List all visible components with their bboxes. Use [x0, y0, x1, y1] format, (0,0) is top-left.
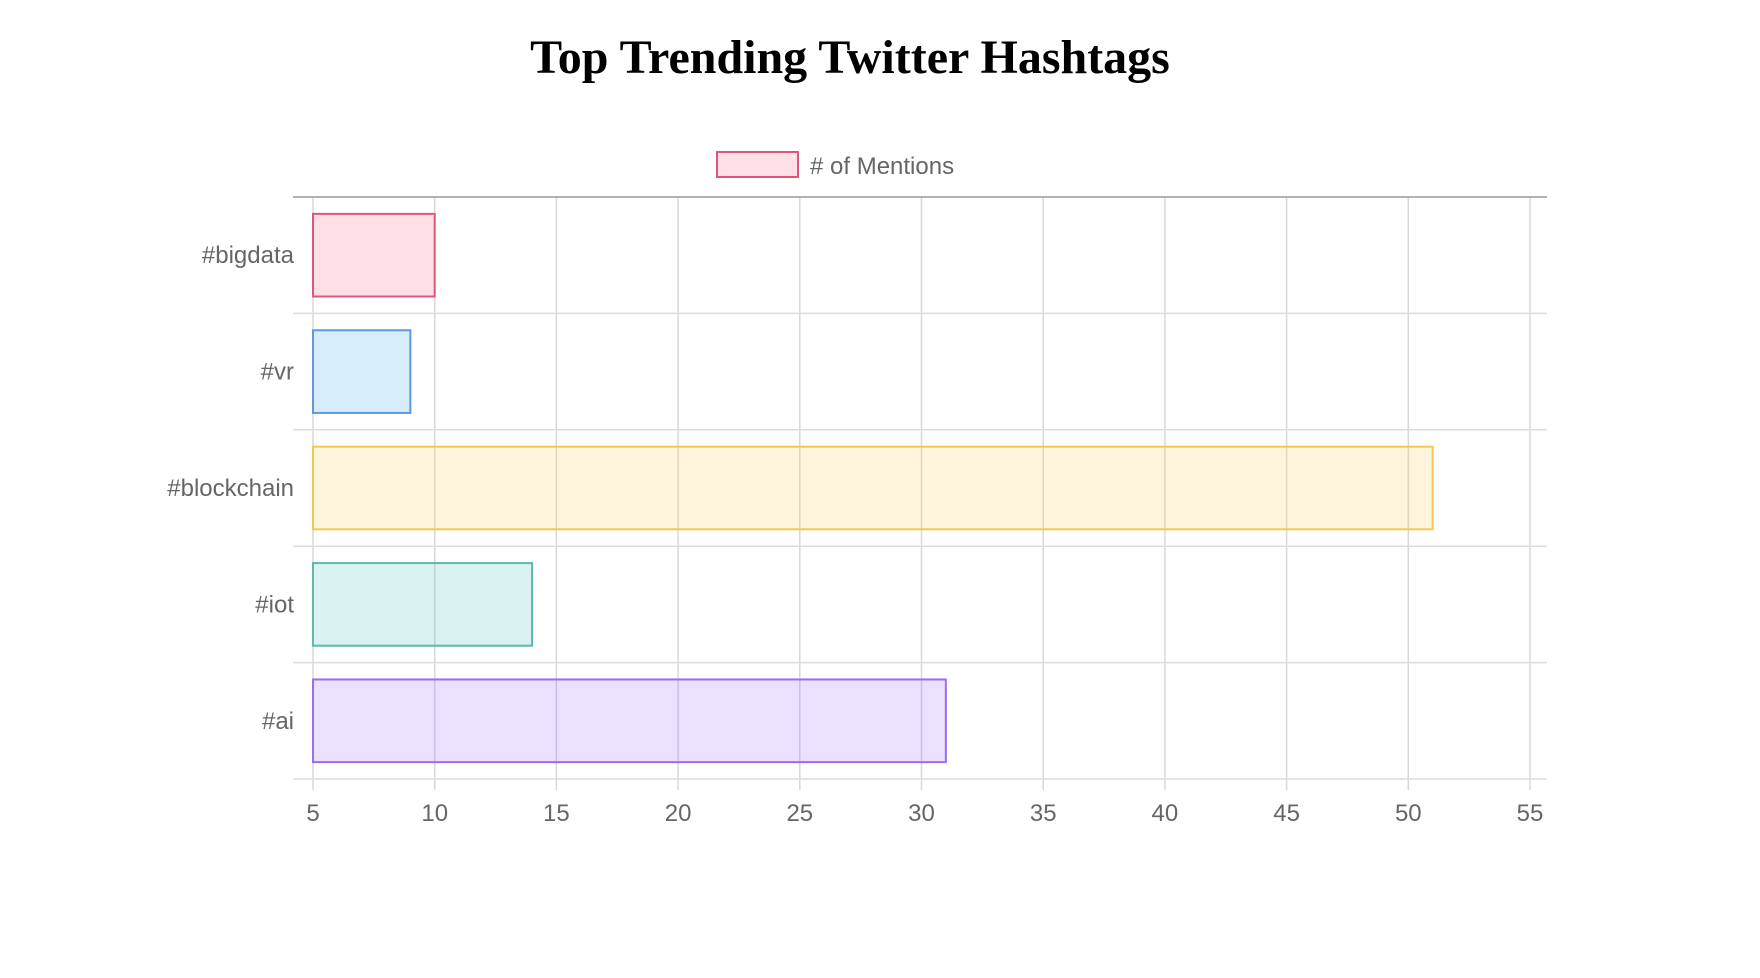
- legend-swatch: [716, 151, 799, 178]
- grid-layer: [293, 196, 1547, 790]
- x-tick-label: 20: [665, 800, 692, 827]
- x-tick-label: 25: [786, 800, 813, 827]
- category-label: #ai: [262, 708, 294, 735]
- category-label: #blockchain: [167, 475, 294, 502]
- category-label: #iot: [255, 591, 294, 618]
- x-tick-label: 30: [908, 800, 935, 827]
- legend[interactable]: # of Mentions: [716, 151, 954, 180]
- category-label: #bigdata: [202, 242, 295, 269]
- x-axis-ticks: 5 10 15 20 25 30 35 40 45 50 55: [306, 800, 1543, 827]
- bars-layer: [312, 212, 1434, 764]
- x-tick-label: 5: [306, 800, 319, 827]
- bar-blockchain[interactable]: [312, 445, 1434, 531]
- y-axis-categories: #bigdata #vr #blockchain #iot #ai: [167, 242, 294, 735]
- x-tick-label: 55: [1517, 800, 1544, 827]
- page-title: Top Trending Twitter Hashtags: [530, 31, 1170, 84]
- x-tick-label: 40: [1152, 800, 1179, 827]
- bar-ai[interactable]: [312, 678, 947, 764]
- x-tick-label: 15: [543, 800, 570, 827]
- legend-label: # of Mentions: [810, 153, 954, 180]
- x-tick-label: 10: [421, 800, 448, 827]
- bar-iot[interactable]: [312, 562, 534, 647]
- bar-bigdata[interactable]: [312, 212, 436, 298]
- x-tick-label: 45: [1273, 800, 1300, 827]
- bar-vr[interactable]: [312, 329, 412, 414]
- category-label: #vr: [261, 359, 294, 386]
- x-tick-label: 35: [1030, 800, 1057, 827]
- x-tick-label: 50: [1395, 800, 1422, 827]
